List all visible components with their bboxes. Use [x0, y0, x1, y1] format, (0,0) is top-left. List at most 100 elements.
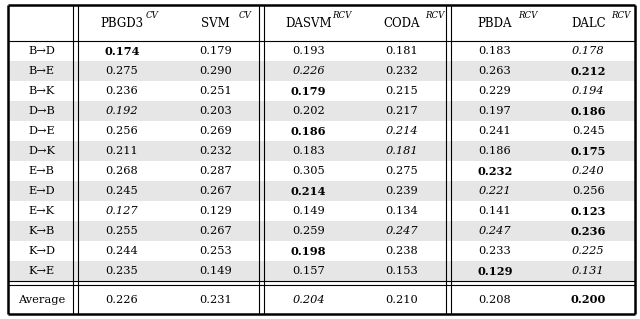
Text: 0.221: 0.221	[479, 186, 511, 196]
Bar	[8, 221, 635, 241]
Text: 0.244: 0.244	[106, 246, 138, 256]
Text: 0.181: 0.181	[385, 146, 418, 156]
Text: 0.239: 0.239	[385, 186, 418, 196]
Text: 0.215: 0.215	[385, 86, 418, 96]
Text: 0.202: 0.202	[292, 106, 325, 116]
Text: CV: CV	[145, 11, 158, 19]
Text: 0.247: 0.247	[385, 226, 418, 236]
Text: B→D: B→D	[28, 46, 55, 56]
Bar	[8, 285, 635, 314]
Text: 0.241: 0.241	[479, 126, 511, 136]
Text: 0.149: 0.149	[199, 266, 232, 276]
Text: 0.214: 0.214	[291, 186, 326, 197]
Text: 0.198: 0.198	[291, 246, 326, 256]
Text: PBGD3: PBGD3	[100, 17, 143, 30]
Text: RCV: RCV	[425, 11, 444, 19]
Text: 0.251: 0.251	[199, 86, 232, 96]
Text: 0.247: 0.247	[479, 226, 511, 236]
Text: 0.203: 0.203	[199, 106, 232, 116]
Text: CODA: CODA	[383, 17, 420, 30]
Text: 0.186: 0.186	[479, 146, 511, 156]
Text: 0.259: 0.259	[292, 226, 325, 236]
Text: 0.226: 0.226	[292, 66, 325, 76]
Text: K→B: K→B	[28, 226, 55, 236]
Text: 0.269: 0.269	[199, 126, 232, 136]
Text: 0.200: 0.200	[571, 294, 606, 305]
Text: 0.290: 0.290	[199, 66, 232, 76]
Text: 0.233: 0.233	[479, 246, 511, 256]
Text: 0.275: 0.275	[385, 166, 418, 176]
Text: 0.174: 0.174	[104, 46, 140, 57]
Text: 0.275: 0.275	[106, 66, 138, 76]
Text: 0.245: 0.245	[106, 186, 138, 196]
Text: 0.186: 0.186	[291, 126, 326, 137]
Text: DASVM: DASVM	[285, 17, 332, 30]
Text: 0.178: 0.178	[572, 46, 605, 56]
Text: 0.179: 0.179	[199, 46, 232, 56]
Text: 0.175: 0.175	[571, 146, 606, 157]
Text: Average: Average	[18, 294, 65, 305]
Text: 0.211: 0.211	[106, 146, 138, 156]
Text: 0.134: 0.134	[385, 206, 418, 216]
Text: K→E: K→E	[29, 266, 54, 276]
Text: 0.245: 0.245	[572, 126, 605, 136]
Text: 0.235: 0.235	[106, 266, 138, 276]
Text: 0.193: 0.193	[292, 46, 325, 56]
Text: K→D: K→D	[28, 246, 55, 256]
Text: E→D: E→D	[28, 186, 55, 196]
Bar	[8, 261, 635, 281]
Text: 0.212: 0.212	[570, 66, 606, 77]
Text: 0.157: 0.157	[292, 266, 325, 276]
Bar	[8, 161, 635, 181]
Text: 0.268: 0.268	[106, 166, 138, 176]
Text: 0.123: 0.123	[570, 206, 606, 217]
Text: RCV: RCV	[332, 11, 351, 19]
Text: 0.305: 0.305	[292, 166, 325, 176]
Text: CV: CV	[239, 11, 252, 19]
Text: 0.194: 0.194	[572, 86, 605, 96]
Text: 0.183: 0.183	[479, 46, 511, 56]
Text: 0.210: 0.210	[385, 294, 418, 305]
Bar	[8, 201, 635, 221]
Bar	[8, 241, 635, 261]
Text: 0.129: 0.129	[199, 206, 232, 216]
Text: 0.256: 0.256	[106, 126, 138, 136]
Text: 0.240: 0.240	[572, 166, 605, 176]
Text: 0.253: 0.253	[199, 246, 232, 256]
Text: 0.238: 0.238	[385, 246, 418, 256]
Text: B→E: B→E	[29, 66, 54, 76]
Text: 0.267: 0.267	[199, 226, 232, 236]
Text: 0.256: 0.256	[572, 186, 605, 196]
Text: 0.179: 0.179	[291, 86, 326, 97]
Text: 0.204: 0.204	[292, 294, 325, 305]
Text: SVM: SVM	[201, 17, 230, 30]
Text: 0.129: 0.129	[477, 266, 513, 277]
Text: 0.225: 0.225	[572, 246, 605, 256]
Text: 0.236: 0.236	[106, 86, 138, 96]
Text: E→K: E→K	[29, 206, 54, 216]
Text: E→B: E→B	[29, 166, 54, 176]
Text: 0.186: 0.186	[570, 106, 606, 117]
Text: 0.131: 0.131	[572, 266, 605, 276]
Bar	[8, 41, 635, 61]
Bar	[8, 5, 635, 41]
Text: D→K: D→K	[28, 146, 55, 156]
Text: D→B: D→B	[28, 106, 55, 116]
Text: 0.141: 0.141	[479, 206, 511, 216]
Text: 0.267: 0.267	[199, 186, 232, 196]
Text: 0.181: 0.181	[385, 46, 418, 56]
Text: 0.197: 0.197	[479, 106, 511, 116]
Text: 0.287: 0.287	[199, 166, 232, 176]
Text: 0.183: 0.183	[292, 146, 325, 156]
Text: 0.153: 0.153	[385, 266, 418, 276]
Text: DALC: DALC	[571, 17, 605, 30]
Bar	[8, 121, 635, 141]
Text: 0.232: 0.232	[385, 66, 418, 76]
Text: RCV: RCV	[612, 11, 631, 19]
Text: 0.229: 0.229	[479, 86, 511, 96]
Bar	[8, 101, 635, 121]
Text: 0.232: 0.232	[199, 146, 232, 156]
Text: 0.226: 0.226	[106, 294, 138, 305]
Text: 0.255: 0.255	[106, 226, 138, 236]
Bar	[8, 181, 635, 201]
